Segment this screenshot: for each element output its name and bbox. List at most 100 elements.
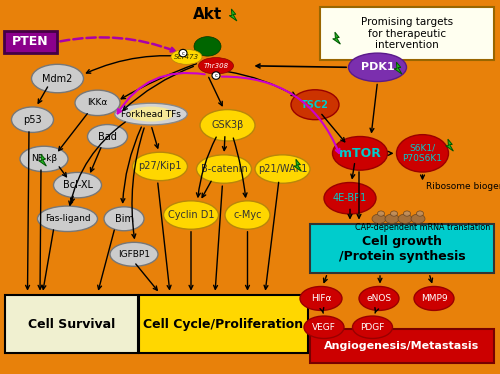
FancyArrowPatch shape <box>429 276 432 282</box>
Ellipse shape <box>88 125 128 148</box>
Text: Angiogenesis/Metastasis: Angiogenesis/Metastasis <box>324 341 480 351</box>
Polygon shape <box>294 159 302 171</box>
Text: Fas-ligand: Fas-ligand <box>44 214 90 223</box>
FancyArrowPatch shape <box>351 163 354 178</box>
Polygon shape <box>38 154 46 166</box>
FancyArrowPatch shape <box>86 56 195 73</box>
Text: MMP9: MMP9 <box>420 294 448 303</box>
Polygon shape <box>332 32 340 44</box>
Text: Thr308: Thr308 <box>204 63 229 69</box>
Text: Cyclin D1: Cyclin D1 <box>168 210 214 220</box>
FancyArrowPatch shape <box>42 230 54 289</box>
Text: mTOR: mTOR <box>339 147 381 160</box>
FancyArrowPatch shape <box>158 183 171 289</box>
FancyArrowPatch shape <box>69 122 125 205</box>
Ellipse shape <box>164 201 218 229</box>
FancyArrowPatch shape <box>322 114 344 142</box>
Ellipse shape <box>372 214 386 224</box>
Text: TSC2: TSC2 <box>301 100 329 110</box>
Text: Bad: Bad <box>98 132 117 141</box>
Text: IGFBP1: IGFBP1 <box>118 250 150 259</box>
Text: GSK3β: GSK3β <box>212 120 244 130</box>
FancyArrowPatch shape <box>214 186 222 289</box>
FancyArrowPatch shape <box>121 64 196 99</box>
Text: p21/WAF1: p21/WAF1 <box>258 164 307 174</box>
FancyArrowPatch shape <box>58 114 87 151</box>
Text: IKKα: IKKα <box>88 98 108 107</box>
Ellipse shape <box>348 53 406 82</box>
FancyArrowPatch shape <box>121 127 142 202</box>
FancyArrowPatch shape <box>26 132 30 289</box>
FancyArrowPatch shape <box>59 167 66 177</box>
Ellipse shape <box>416 211 424 216</box>
Ellipse shape <box>352 316 393 338</box>
Ellipse shape <box>414 286 454 310</box>
Polygon shape <box>394 62 402 74</box>
FancyArrowPatch shape <box>60 37 175 52</box>
Text: Bcl-XL: Bcl-XL <box>62 180 92 190</box>
Ellipse shape <box>255 155 310 183</box>
Bar <box>5 295 138 353</box>
Ellipse shape <box>32 64 84 93</box>
Text: Forkhead TFs: Forkhead TFs <box>121 110 181 119</box>
Text: eNOS: eNOS <box>366 294 392 303</box>
Ellipse shape <box>300 286 342 310</box>
Polygon shape <box>229 9 237 21</box>
Ellipse shape <box>390 211 398 216</box>
FancyArrowPatch shape <box>388 151 392 155</box>
Ellipse shape <box>225 201 270 229</box>
Text: c: c <box>214 73 218 78</box>
Text: S6K1/
P70S6K1: S6K1/ P70S6K1 <box>402 144 442 163</box>
FancyArrowPatch shape <box>375 308 378 313</box>
FancyArrowPatch shape <box>152 128 158 148</box>
Ellipse shape <box>212 72 220 79</box>
FancyArrowPatch shape <box>28 33 32 46</box>
Ellipse shape <box>200 110 255 141</box>
Bar <box>310 329 494 363</box>
Text: Bim: Bim <box>114 214 134 224</box>
Text: Akt: Akt <box>193 7 222 22</box>
Ellipse shape <box>194 37 221 56</box>
Text: 4E-BP1: 4E-BP1 <box>333 193 367 203</box>
FancyArrowPatch shape <box>189 232 193 289</box>
FancyArrowPatch shape <box>222 77 340 153</box>
FancyArrowPatch shape <box>202 181 211 197</box>
Text: Mdm2: Mdm2 <box>42 74 72 83</box>
Text: c: c <box>182 50 184 56</box>
FancyArrowPatch shape <box>38 170 42 289</box>
Text: Promising targets
for therapeutic
intervention: Promising targets for therapeutic interv… <box>361 17 453 50</box>
Text: VEGF: VEGF <box>312 323 336 332</box>
FancyArrowPatch shape <box>136 264 158 290</box>
Ellipse shape <box>20 146 68 172</box>
Bar <box>310 224 494 273</box>
FancyArrowPatch shape <box>378 276 382 282</box>
Bar <box>139 295 308 353</box>
Text: PDK1: PDK1 <box>360 62 394 72</box>
FancyArrowPatch shape <box>222 137 226 150</box>
Ellipse shape <box>332 137 388 170</box>
Ellipse shape <box>396 135 448 172</box>
FancyArrowPatch shape <box>98 230 114 289</box>
FancyArrowPatch shape <box>123 67 194 110</box>
Ellipse shape <box>411 214 425 224</box>
Text: p53: p53 <box>23 115 42 125</box>
FancyArrowPatch shape <box>256 64 346 68</box>
Ellipse shape <box>304 316 344 338</box>
FancyArrowPatch shape <box>420 175 424 179</box>
Text: c-Myc: c-Myc <box>233 210 262 220</box>
Text: p27/Kip1: p27/Kip1 <box>138 162 182 171</box>
FancyBboxPatch shape <box>4 31 57 53</box>
Ellipse shape <box>104 207 144 231</box>
Ellipse shape <box>198 58 234 74</box>
FancyArrowPatch shape <box>357 172 361 218</box>
Ellipse shape <box>54 172 102 198</box>
Text: HIFα: HIFα <box>311 294 331 303</box>
Ellipse shape <box>385 214 399 224</box>
FancyArrowPatch shape <box>264 182 278 289</box>
FancyArrowPatch shape <box>38 87 48 103</box>
Text: Cell Cycle/Proliferation: Cell Cycle/Proliferation <box>144 318 304 331</box>
FancyArrowPatch shape <box>132 128 144 238</box>
Text: PTEN: PTEN <box>12 36 49 48</box>
FancyArrowPatch shape <box>196 137 216 197</box>
FancyArrowPatch shape <box>246 232 250 289</box>
